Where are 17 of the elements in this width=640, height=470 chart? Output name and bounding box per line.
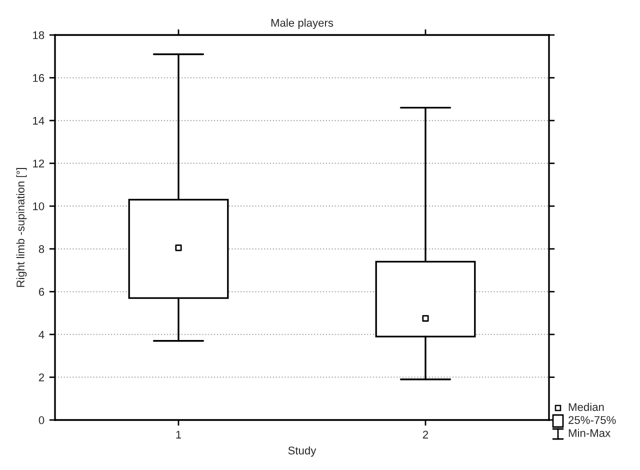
- x-tick-label: 1: [176, 430, 182, 438]
- y-tick-label: 0: [38, 416, 44, 424]
- y-tick-label: 18: [33, 31, 44, 40]
- y-tick-label: 2: [38, 373, 44, 382]
- chart-title: Male players: [271, 18, 334, 29]
- text: Min-Max: [568, 428, 610, 437]
- text: 25%-75%: [568, 416, 616, 424]
- y-axis-title: Right limb -supination [°]: [16, 168, 27, 287]
- y-tick-label: 14: [33, 116, 44, 125]
- y-tick-label: 16: [33, 74, 44, 82]
- y-tick-label: 8: [38, 245, 44, 254]
- text: Median: [568, 402, 604, 411]
- y-tick-label: 4: [38, 330, 44, 338]
- x-axis-title: Study: [288, 446, 316, 457]
- y-tick-label: 10: [33, 202, 44, 210]
- y-tick-label: 6: [38, 288, 44, 296]
- y-tick-label: 12: [33, 160, 44, 168]
